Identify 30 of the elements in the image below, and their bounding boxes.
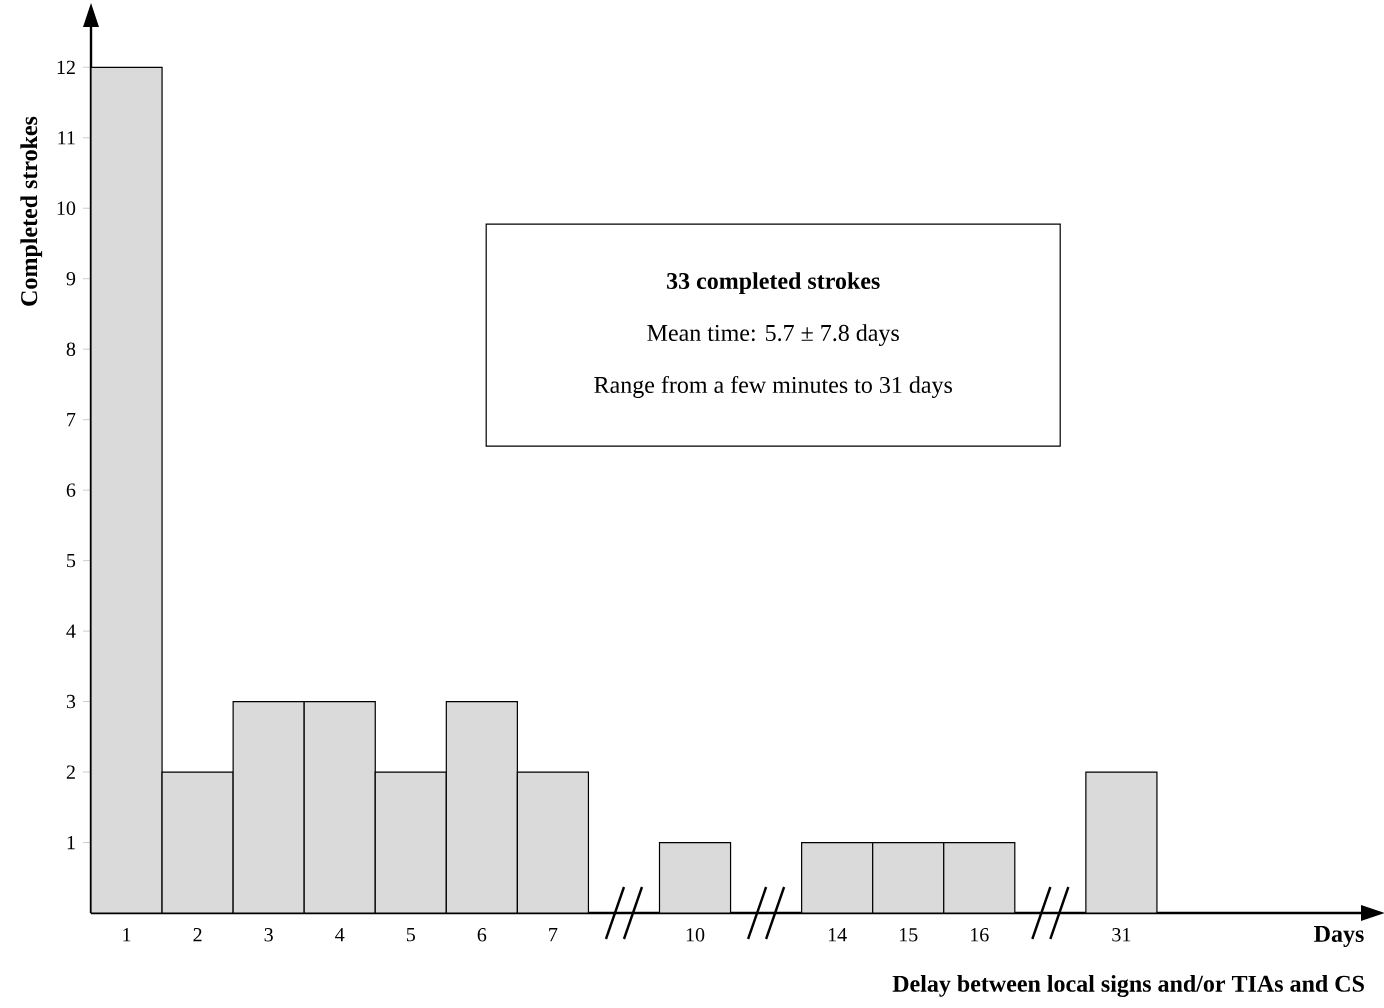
y-tick-label: 6 bbox=[66, 483, 76, 497]
x-tick-label: 15 bbox=[899, 928, 918, 942]
y-axis-title: Completed strokes bbox=[20, 116, 43, 306]
x-tick-label: 5 bbox=[406, 928, 416, 942]
y-tick-label: 7 bbox=[67, 413, 76, 427]
x-tick-label: 3 bbox=[264, 928, 273, 942]
y-tick-label: 8 bbox=[66, 342, 76, 356]
x-tick-label: 14 bbox=[828, 928, 847, 942]
x-tick-label: 6 bbox=[477, 928, 487, 942]
annotation: Mean time: 5.7 ± 7.8 days bbox=[647, 324, 899, 346]
text: Delay between local signs and/or TIAs and CS bbox=[892, 974, 1364, 997]
x-tick-label: 1 bbox=[123, 928, 131, 942]
text: Days bbox=[1314, 926, 1364, 947]
y-tick-label: 3 bbox=[66, 694, 76, 709]
x-tick-label: 2 bbox=[193, 928, 202, 942]
y-tick-label: 11 bbox=[58, 131, 75, 145]
x-tick-label: 7 bbox=[549, 928, 558, 942]
x-tick-label: 4 bbox=[335, 928, 345, 942]
y-tick-label: 12 bbox=[57, 60, 75, 74]
x-tick-label: 31 bbox=[1112, 928, 1131, 942]
y-tick-label: 2 bbox=[66, 765, 75, 779]
y-tick-label: 4 bbox=[66, 624, 76, 638]
y-tick-label: 5 bbox=[67, 553, 76, 568]
x-tick-label: 10 bbox=[686, 928, 705, 942]
y-tick-label: 9 bbox=[66, 272, 76, 286]
x-tick-label: 16 bbox=[971, 928, 989, 942]
annotation: Range from a few minutes to 31 days bbox=[594, 375, 952, 398]
y-tick-label: 1 bbox=[67, 835, 75, 850]
annotation: 33 completed strokes bbox=[667, 272, 880, 294]
y-tick-label: 10 bbox=[57, 201, 76, 215]
